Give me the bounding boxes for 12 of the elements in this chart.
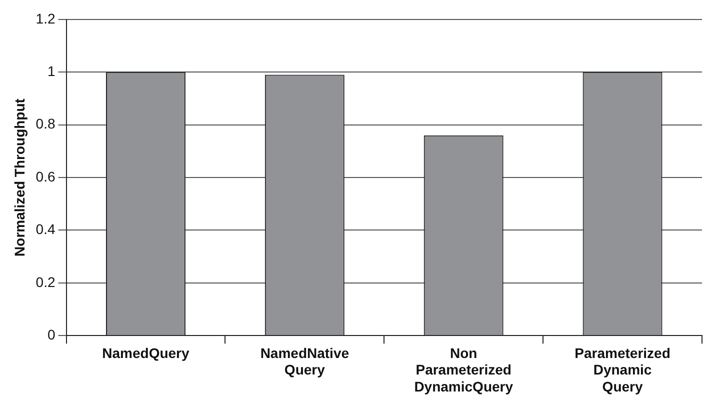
y-tick-label: 0.4 — [36, 221, 56, 238]
y-tick-label: 0.6 — [36, 168, 56, 184]
y-tick-label: 1 — [47, 62, 56, 79]
y-tick-label: 0 — [47, 326, 56, 342]
x-tick-label: NamedQuery — [102, 344, 190, 361]
x-tick-label: NamedNative Query — [260, 344, 350, 378]
y-tick-label: 1.2 — [36, 10, 56, 26]
x-tick-label: Parameterized Dynamic Query — [574, 344, 670, 394]
y-tick-label: 0.2 — [36, 274, 56, 290]
x-tick-label: Non Parameterized DynamicQuery — [414, 344, 514, 394]
y-axis-title: Normalized Throughput — [11, 98, 28, 256]
y-tick-label: 0.8 — [36, 116, 56, 132]
